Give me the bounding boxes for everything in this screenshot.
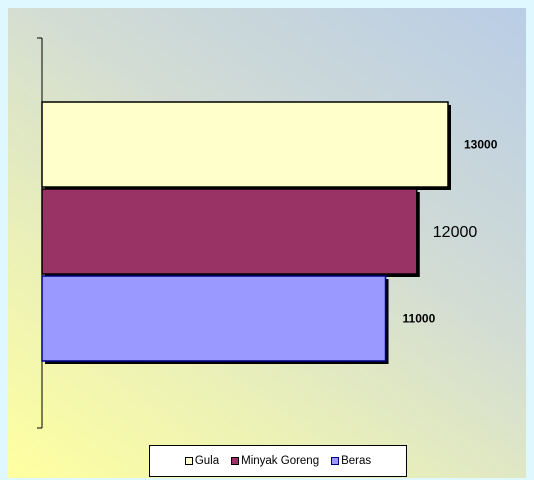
legend: Gula Minyak Goreng Beras bbox=[149, 445, 407, 477]
legend-swatch-beras bbox=[331, 457, 340, 465]
legend-label-minyak-goreng: Minyak Goreng bbox=[241, 455, 320, 467]
legend-entry-gula: Gula bbox=[184, 455, 220, 467]
legend-label-gula: Gula bbox=[194, 455, 220, 467]
data-label-minyak-goreng: 12000 bbox=[433, 224, 478, 241]
data-label-gula: 13000 bbox=[464, 138, 498, 152]
legend-entry-minyak-goreng: Minyak Goreng bbox=[231, 455, 319, 467]
bar-gula bbox=[41, 101, 449, 188]
legend-swatch-minyak-goreng bbox=[231, 457, 240, 465]
bar-minyak-goreng bbox=[41, 188, 418, 275]
legend-label-beras: Beras bbox=[341, 455, 372, 467]
bars-layer: 13000 12000 11000 bbox=[41, 101, 498, 364]
legend-swatch-gula bbox=[184, 457, 193, 465]
legend-entry-beras: Beras bbox=[331, 455, 371, 467]
data-label-beras: 11000 bbox=[403, 312, 436, 326]
bar-beras bbox=[41, 275, 387, 362]
